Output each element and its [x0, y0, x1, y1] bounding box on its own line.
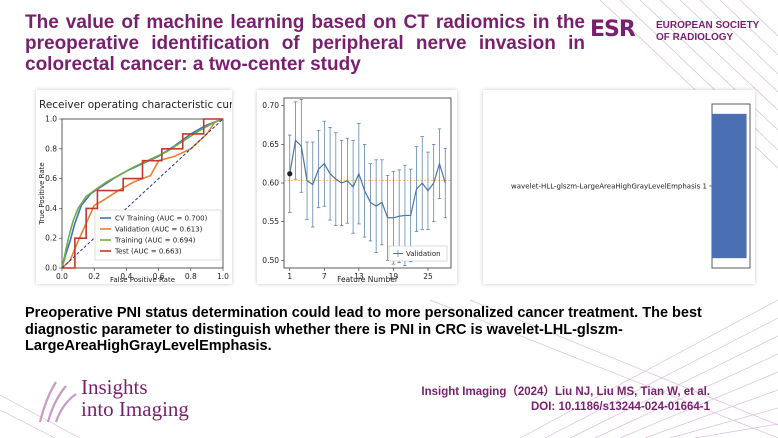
feature-importance-chart: wavelet-HLL-glszm-LargeAreaHighGrayLevel… — [511, 103, 751, 269]
feature-y-tick-label: 0.65 — [262, 140, 279, 149]
roc-x-axis-label: False Positive Rate — [110, 276, 175, 284]
feature-legend-entry: Validation — [406, 250, 441, 258]
roc-y-tick-label: 1.0 — [45, 115, 57, 124]
roc-legend-entry: CV Training (AUC = 0.700) — [115, 215, 208, 223]
feature-x-tick-label: 1 — [287, 272, 292, 281]
roc-chart: Receiver operating characteristic curve 0… — [38, 99, 232, 284]
citation-authors: Insight Imaging（2024）Liu NJ, Liu MS, Tia… — [421, 386, 710, 398]
roc-x-tick-label: 0.8 — [185, 272, 197, 281]
roc-series-line — [62, 118, 223, 269]
roc-legend-box — [94, 209, 222, 261]
journal-name-line2: into Imaging — [81, 397, 189, 421]
esr-logo-line1: EUROPEAN SOCIETY — [656, 20, 760, 31]
journal-name-line1: Insights — [81, 375, 148, 399]
esr-logo-text: EUROPEAN SOCIETY OF RADIOLOGY — [656, 20, 759, 44]
feature-series-line — [289, 139, 446, 219]
feature-y-tick-label: 0.55 — [262, 217, 279, 226]
feature-legend-box — [388, 245, 448, 262]
feature-number-chart-panel: 1 7 13 19 25 0.50 0.55 0.60 0.65 0.70 Feature Numb… — [257, 90, 457, 284]
feature-y-tick-label: 0.70 — [262, 101, 279, 110]
roc-y-tick-label: 0.0 — [45, 264, 57, 273]
feature-x-tick-label: 13 — [354, 272, 364, 281]
feature-x-tick-label: 7 — [322, 272, 327, 281]
roc-series-line — [61, 118, 224, 269]
feature-y-tick-label: 0.50 — [262, 256, 279, 265]
roc-x-tick-label: 0.2 — [88, 272, 100, 281]
importance-category-label: wavelet-HLL-glszm-LargeAreaHighGrayLevel… — [511, 183, 707, 191]
roc-series-line — [61, 118, 224, 269]
roc-title: Receiver operating characteristic curve — [39, 99, 232, 111]
roc-y-axis-label: True Positive Rate — [38, 162, 46, 225]
importance-bar — [712, 113, 747, 259]
roc-y-tick-label: 0.6 — [45, 174, 57, 183]
citation-doi: DOI: 10.1186/s13244-024-01664-1 — [530, 401, 710, 413]
roc-y-tick-label: 0.8 — [45, 144, 57, 153]
esr-logo-mark: ESR — [590, 17, 636, 42]
citation: Insight Imaging（2024）Liu NJ, Liu MS, Tia… — [300, 385, 710, 415]
roc-legend-entry: Test (AUC = 0.663) — [114, 248, 182, 256]
esr-logo: ESR EUROPEAN SOCIETY OF RADIOLOGY — [590, 16, 770, 50]
roc-legend-entry: Training (AUC = 0.694) — [114, 237, 196, 245]
roc-y-tick-label: 0.2 — [45, 234, 57, 243]
esr-logo-line2: OF RADIOLOGY — [656, 32, 734, 43]
journal-logo: Insights into Imaging — [36, 376, 216, 426]
feature-number-chart: 1 7 13 19 25 0.50 0.55 0.60 0.65 0.70 Feature Numb… — [262, 97, 452, 284]
feature-plot-area — [283, 97, 452, 269]
journal-mark-icon — [38, 381, 77, 423]
roc-x-tick-label: 1.0 — [217, 272, 229, 281]
roc-legend-entry: Validation (AUC = 0.613) — [115, 226, 203, 234]
roc-chart-panel: Receiver operating characteristic curve 0… — [36, 90, 232, 284]
page-title: The value of machine learning based on C… — [25, 12, 585, 75]
journal-name: Insights into Imaging — [81, 376, 189, 420]
feature-x-axis-label: Feature Number — [337, 275, 399, 284]
roc-y-tick-label: 0.4 — [45, 204, 57, 213]
roc-x-tick-label: 0.6 — [153, 272, 165, 281]
feature-y-tick-label: 0.60 — [262, 179, 279, 188]
roc-x-tick-label: 0.0 — [56, 272, 68, 281]
roc-x-tick-label: 0.4 — [120, 272, 132, 281]
feature-best-point — [287, 171, 293, 177]
feature-importance-chart-panel: wavelet-HLL-glszm-LargeAreaHighGrayLevel… — [483, 90, 755, 284]
conclusion-text: Preoperative PNI status determination co… — [25, 305, 702, 354]
feature-x-tick-label: 25 — [423, 272, 433, 281]
feature-x-tick-label: 19 — [389, 272, 399, 281]
roc-plot-area — [61, 118, 224, 269]
